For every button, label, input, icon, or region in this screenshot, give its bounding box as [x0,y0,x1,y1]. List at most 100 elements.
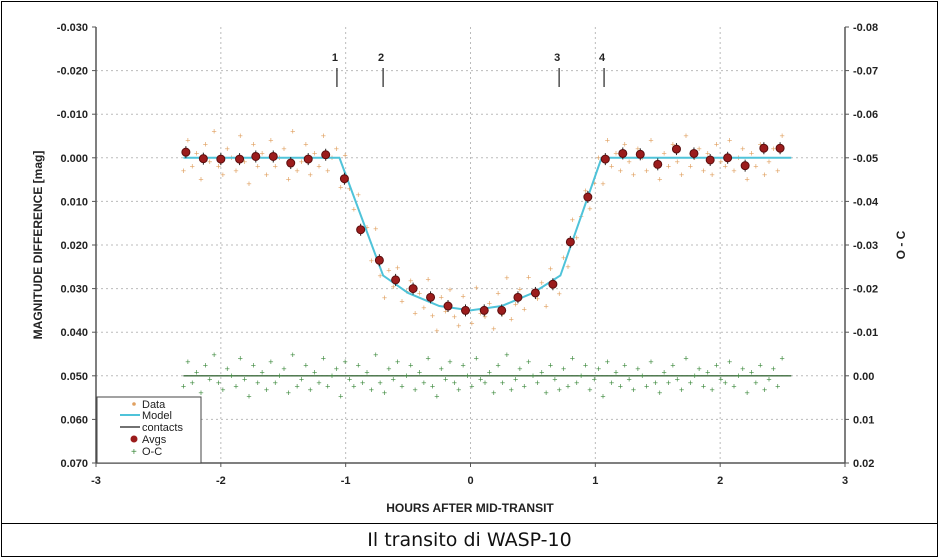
oc-point: + [766,374,771,384]
data-point: + [557,289,562,299]
data-point: + [627,157,632,167]
data-point: + [644,166,649,176]
data-point: + [439,293,444,303]
y2-tick-label: -0.07 [853,66,878,78]
data-point: + [434,326,439,336]
oc-point: + [474,353,479,363]
avg-point [286,158,296,168]
oc-point: + [242,374,247,384]
oc-point: + [216,378,221,388]
oc-point: + [246,392,251,402]
y2-tick-label: -0.04 [853,196,879,208]
data-point: + [522,305,527,315]
oc-point: + [482,378,487,388]
data-point: + [495,288,500,298]
avg-point [339,174,349,184]
y2-tick-label: 0.00 [853,371,874,383]
avg-point [479,305,489,315]
data-point: + [613,148,618,158]
oc-point: + [779,353,784,363]
data-point: + [303,140,308,150]
legend-model: Model [142,410,172,422]
oc-point: + [495,360,500,370]
data-point: + [255,162,260,172]
data-point: + [696,144,701,154]
data-point: + [198,175,203,185]
y-tick-label: -0.020 [57,66,88,78]
data-point: + [325,166,330,176]
oc-point: + [666,378,671,388]
oc-point: + [609,378,614,388]
oc-point: + [264,385,269,395]
oc-point: + [627,374,632,384]
oc-point: + [504,350,509,360]
data-point: + [408,276,413,286]
data-point: + [657,175,662,185]
oc-point: + [421,378,426,388]
data-point: + [679,170,684,180]
figure-caption: Il transito di WASP-10 [1,523,938,558]
data-point: + [622,140,627,150]
contact-markers: 1 2 3 4 [332,52,606,87]
legend-avgs: Avgs [142,434,167,446]
avg-point [408,284,418,294]
avg-point [497,305,507,315]
data-point: + [185,135,190,145]
oc-point: + [644,381,649,391]
oc-point: + [592,374,597,384]
data-point: + [618,166,623,176]
model-line [183,156,792,312]
legend-oc: O-C [142,446,162,458]
avg-point [723,153,733,163]
oc-point: + [391,374,396,384]
oc-point: + [657,388,662,398]
oc-point: + [399,381,404,391]
legend-avgs-marker [130,435,138,443]
oc-point: + [430,381,435,391]
oc-point: + [487,367,492,377]
y-tick-label: -0.030 [57,22,88,34]
avg-point [600,154,610,164]
oc-point: + [530,371,535,381]
oc-point: + [670,360,675,370]
data-point: + [648,135,653,145]
data-point: + [461,291,466,301]
oc-point: + [618,381,623,391]
data-point: + [286,175,291,185]
oc-point: + [211,350,216,360]
oc-point: + [334,364,339,374]
oc-point: + [277,371,282,381]
x-tick-label: 3 [842,475,848,487]
x-axis-label: HOURS AFTER MID-TRANSIT [386,501,554,515]
x-tick-label: 1 [592,475,598,487]
y-tick-label: 0.070 [60,458,88,470]
oc-point: + [565,381,570,391]
oc-point: + [723,378,728,388]
data-point: + [727,135,732,145]
data-point: + [273,162,278,172]
data-point: + [343,150,348,160]
oc-point: + [408,360,413,370]
y-tick-label: 0.020 [60,240,88,252]
oc-point: + [404,371,409,381]
y2-tick-label: -0.08 [853,22,878,34]
data-point: + [452,312,457,322]
oc-point: + [600,392,605,402]
data-point: + [443,306,448,316]
data-point: + [421,303,426,313]
avg-point [635,149,645,159]
oc-point: + [749,367,754,377]
oc-point: + [225,364,230,374]
avg-point [198,154,208,164]
oc-point: + [696,364,701,374]
oc-point: + [635,364,640,374]
oc-point: + [456,385,461,395]
data-point: + [386,266,391,276]
data-point: + [513,300,518,310]
oc-point: + [683,353,688,363]
data-point: + [517,285,522,295]
oc-point: + [705,367,710,377]
oc-point: + [461,360,466,370]
oc-point: + [465,371,470,381]
data-point: + [600,179,605,189]
